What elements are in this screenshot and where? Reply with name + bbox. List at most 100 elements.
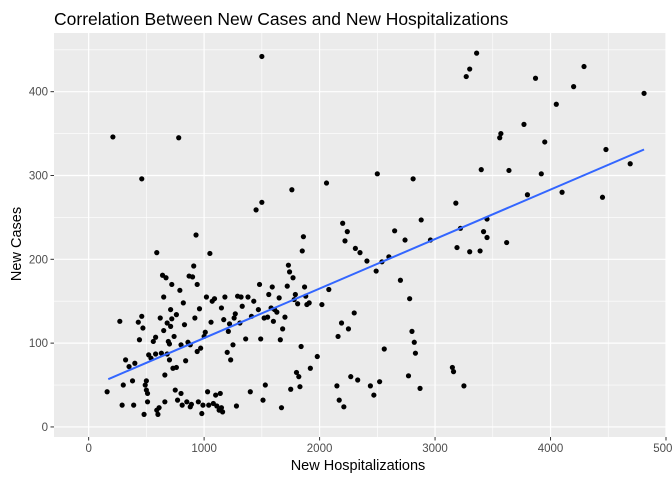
data-point (297, 384, 303, 390)
data-point (255, 306, 261, 313)
data-point (184, 399, 190, 405)
data-point (338, 320, 345, 326)
data-point (202, 329, 208, 335)
data-point (463, 73, 469, 80)
data-point (162, 399, 168, 405)
data-point (154, 250, 160, 256)
data-point (345, 326, 352, 332)
data-point (188, 401, 195, 407)
data-point (341, 404, 347, 410)
y-tick-label: 100 (29, 338, 48, 350)
data-point (409, 328, 415, 334)
data-point (335, 333, 341, 340)
data-point (295, 301, 301, 307)
data-point (538, 171, 544, 177)
data-point (198, 345, 204, 351)
data-point (132, 360, 138, 366)
data-point (214, 403, 220, 409)
data-point (120, 382, 126, 388)
data-point (276, 295, 282, 301)
data-point (153, 351, 159, 357)
data-point (397, 277, 404, 283)
data-point (402, 237, 408, 243)
data-point (119, 402, 125, 408)
trend-line (107, 148, 645, 381)
data-point (581, 63, 587, 70)
data-point (231, 315, 237, 321)
data-point (117, 318, 123, 324)
data-point (299, 248, 305, 254)
data-point (141, 411, 147, 417)
data-point (177, 287, 183, 293)
data-point (172, 387, 178, 393)
data-point (603, 146, 609, 153)
data-point (417, 385, 423, 391)
data-point (164, 320, 170, 326)
data-point (144, 390, 151, 397)
x-tick-label: 5000 (653, 443, 672, 455)
data-point (168, 306, 174, 313)
data-point (521, 121, 527, 127)
data-point (326, 286, 332, 293)
data-point (348, 374, 354, 380)
data-point (467, 249, 473, 255)
data-point (204, 389, 211, 395)
data-point (176, 135, 182, 141)
data-point (207, 250, 213, 257)
data-point (169, 316, 175, 322)
data-point (253, 207, 259, 213)
x-axis: 0 1000 2000 3000 4000 5000 (85, 437, 672, 455)
data-point (392, 228, 398, 234)
data-point (340, 220, 346, 226)
x-tick-label: 2000 (307, 443, 333, 455)
data-point (232, 311, 238, 317)
data-point (524, 192, 531, 198)
data-point (461, 383, 467, 389)
data-point (296, 374, 302, 380)
data-point (222, 294, 228, 300)
data-point (410, 176, 416, 182)
data-point (260, 397, 266, 403)
data-point (157, 315, 163, 321)
data-point (298, 343, 304, 350)
y-axis: 0 100 200 300 400 (29, 87, 54, 434)
data-point (150, 338, 156, 345)
data-point (286, 269, 293, 275)
data-point (194, 348, 200, 355)
data-point (171, 333, 177, 340)
data-point (336, 397, 342, 403)
data-point (371, 392, 377, 398)
data-point (158, 350, 164, 356)
data-point (226, 321, 233, 327)
data-points (104, 50, 647, 417)
data-point (174, 397, 181, 403)
data-point (173, 312, 179, 318)
data-point (532, 75, 539, 81)
data-point (293, 369, 300, 376)
data-point (144, 399, 151, 405)
data-point (166, 357, 173, 363)
data-point (374, 171, 380, 177)
data-point (259, 53, 265, 60)
data-point (143, 378, 149, 384)
data-point (217, 390, 223, 397)
data-point (181, 322, 188, 328)
data-point (196, 306, 203, 312)
data-point (191, 263, 197, 269)
data-point (292, 291, 298, 298)
data-point (183, 358, 189, 364)
x-tick-label: 3000 (422, 443, 448, 455)
data-point (239, 303, 245, 309)
data-point (129, 378, 136, 384)
data-point (285, 262, 292, 268)
data-point (278, 405, 285, 411)
data-point (467, 66, 473, 72)
data-point (258, 336, 264, 342)
data-point (367, 383, 373, 389)
data-point (411, 339, 417, 345)
data-point (230, 342, 236, 348)
data-point (219, 409, 226, 415)
y-tick-label: 300 (29, 170, 48, 182)
data-point (454, 244, 460, 251)
data-point (334, 383, 340, 389)
